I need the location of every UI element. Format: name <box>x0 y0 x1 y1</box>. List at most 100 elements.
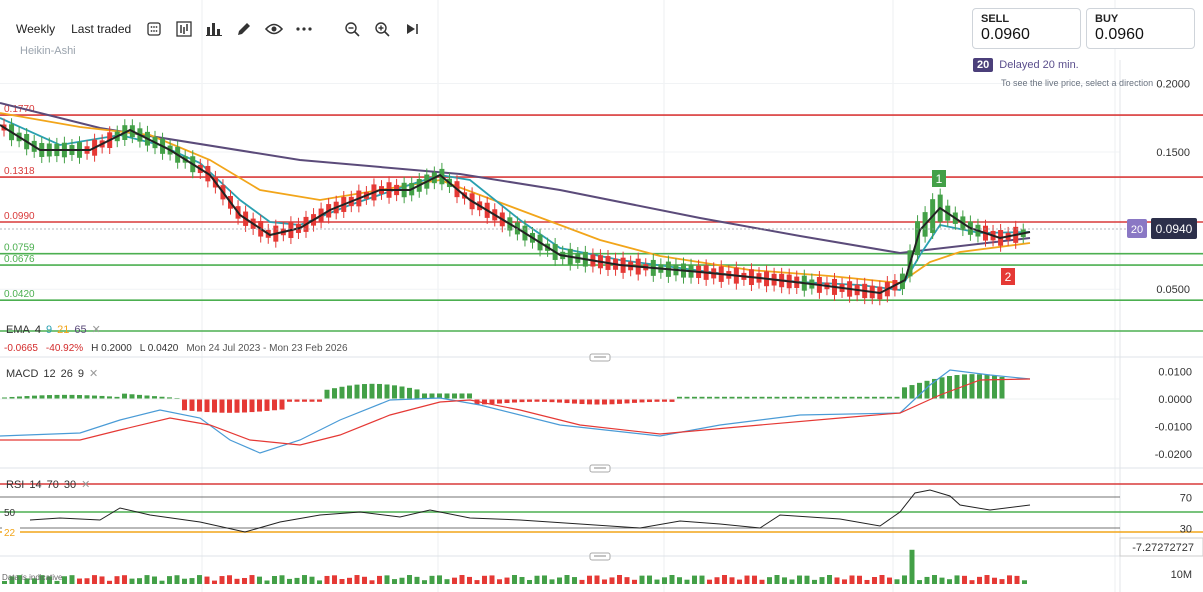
volume-bar <box>969 580 975 584</box>
indicators-icon[interactable] <box>201 16 227 42</box>
delay-indicator: 20 Delayed 20 min. <box>973 58 1079 72</box>
macd-histogram-bar <box>152 396 157 399</box>
macd-histogram-bar <box>924 380 930 399</box>
volume-bar <box>977 576 982 584</box>
volume-bar <box>557 577 562 584</box>
macd-histogram-bar <box>774 396 780 399</box>
macd-histogram-bar <box>32 395 37 399</box>
volume-bar <box>504 577 510 584</box>
macd-histogram-bar <box>339 386 345 399</box>
rsi-22-label: 22 <box>4 528 16 539</box>
macd-histogram-bar <box>767 396 772 399</box>
level-label: 0.0420 <box>4 289 35 300</box>
candle-style-icon[interactable] <box>141 16 167 42</box>
macd-histogram-bar <box>69 394 75 399</box>
macd-histogram-bar <box>962 374 967 399</box>
volume-bar <box>264 580 270 584</box>
ema-legend[interactable]: EMA 4 9 21 65 ✕ <box>6 323 101 337</box>
macd-histogram-bar <box>497 399 502 404</box>
volume-bar <box>287 578 292 584</box>
macd-histogram-bar <box>699 396 705 399</box>
more-icon[interactable] <box>291 16 317 42</box>
range-low: L 0.0420 <box>139 343 179 354</box>
volume-bar <box>242 577 247 584</box>
volume-bar <box>332 575 337 584</box>
volume-bar <box>932 575 937 584</box>
macd-histogram-bar <box>137 394 142 399</box>
volume-bar <box>879 575 885 584</box>
price-axis-label: 0.2000 <box>1156 78 1190 90</box>
rsi-axis-label: 70 <box>1180 493 1192 505</box>
macd-histogram-bar <box>309 399 315 402</box>
volume-bar <box>602 579 607 584</box>
macd-histogram-bar <box>632 399 637 403</box>
macd-histogram-bar <box>789 396 795 399</box>
macd-histogram-bar <box>384 384 390 399</box>
volume-bar <box>429 575 435 584</box>
volume-bar <box>812 579 817 584</box>
volume-bar <box>677 577 682 584</box>
macd-histogram-bar <box>219 399 225 413</box>
volume-bar <box>759 579 765 584</box>
macd-histogram-bar <box>317 399 322 402</box>
zoom-in-icon[interactable] <box>369 16 395 42</box>
visibility-icon[interactable] <box>261 16 287 42</box>
range-info: -0.0665 -40.92% H 0.2000 L 0.0420 Mon 24… <box>4 343 348 354</box>
macd-histogram-bar <box>999 376 1005 399</box>
draw-icon[interactable] <box>231 16 257 42</box>
macd-histogram-bar <box>947 376 952 399</box>
sell-button[interactable]: SELL 0.0960 <box>972 8 1081 49</box>
volume-bar <box>647 575 652 584</box>
volume-bar <box>9 576 15 584</box>
ema-4-line <box>0 124 1031 295</box>
volume-bar <box>219 576 225 584</box>
play-forward-icon[interactable] <box>399 16 425 42</box>
macd-histogram-bar <box>609 399 615 405</box>
buy-button[interactable]: BUY 0.0960 <box>1086 8 1195 49</box>
macd-axis-label: 0.0100 <box>1158 366 1192 378</box>
rsi-22-label-bg <box>2 526 20 539</box>
volume-bar <box>782 577 787 584</box>
price-axis-label: 0.0500 <box>1156 284 1190 296</box>
macd-histogram-bar <box>242 399 247 413</box>
macd-histogram-bar <box>782 396 787 399</box>
volume-bar <box>347 577 352 584</box>
macd-histogram-bar <box>827 396 832 399</box>
volume-bar <box>204 576 210 584</box>
volume-bar <box>129 578 135 584</box>
volume-bar <box>872 577 877 584</box>
price-type-selector[interactable]: Last traded <box>71 22 132 36</box>
macd-histogram-bar <box>519 399 525 403</box>
chart-type-icon[interactable] <box>171 16 197 42</box>
macd-histogram-bar <box>92 395 97 399</box>
macd-histogram-bar <box>594 399 600 405</box>
timeframe-selector[interactable]: Weekly <box>16 22 56 36</box>
macd-legend[interactable]: MACD 12 26 9 ✕ <box>6 367 99 381</box>
close-icon[interactable]: ✕ <box>81 479 91 491</box>
macd-histogram-bar <box>369 383 375 399</box>
close-icon[interactable]: ✕ <box>89 368 99 380</box>
volume-bar <box>489 575 495 584</box>
volume-bar <box>227 575 232 584</box>
macd-axis-label: -0.0200 <box>1155 449 1192 461</box>
rsi-legend[interactable]: RSI 14 70 30 ✕ <box>6 478 91 492</box>
sell-price: 0.0960 <box>981 26 1030 43</box>
marker-2 <box>1001 268 1015 285</box>
macd-histogram-bar <box>354 384 360 399</box>
macd-histogram-bar <box>527 399 532 402</box>
volume-bar <box>99 576 105 584</box>
close-icon[interactable]: ✕ <box>91 324 101 336</box>
volume-bar <box>399 577 405 584</box>
macd-param-1: 12 <box>43 367 56 380</box>
volume-bar <box>294 577 300 584</box>
volume-bar <box>249 575 255 584</box>
zoom-out-icon[interactable] <box>339 16 365 42</box>
volume-bar <box>407 575 412 584</box>
macd-histogram-bar <box>264 399 270 411</box>
level-label: 0.1318 <box>4 166 35 177</box>
volume-bar <box>467 576 472 584</box>
rsi-param-2: 70 <box>46 478 59 491</box>
volume-bar <box>654 579 660 584</box>
volume-bar <box>564 575 570 584</box>
